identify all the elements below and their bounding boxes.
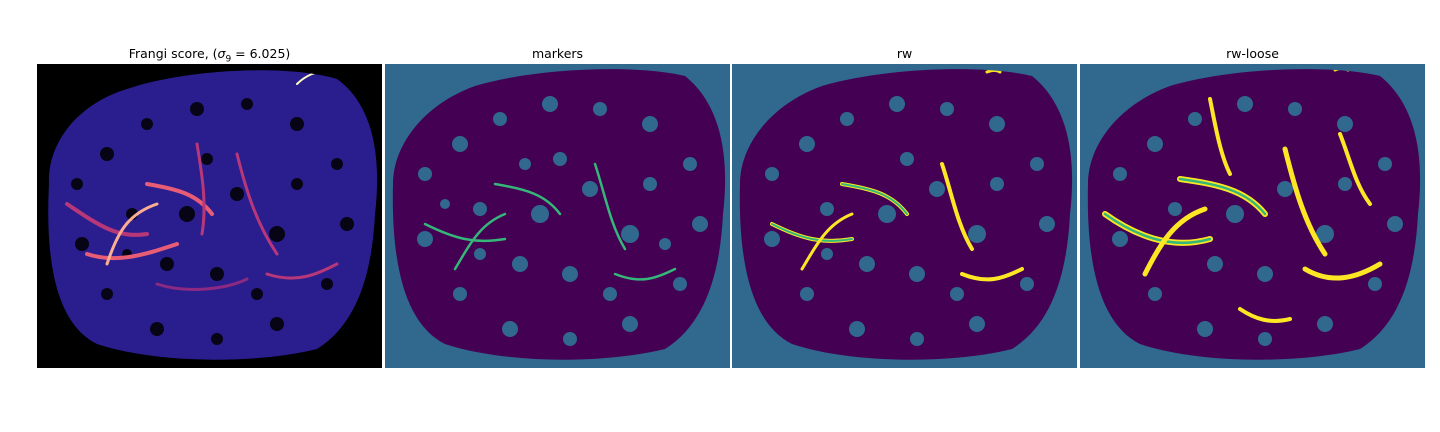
rw-image xyxy=(732,64,1077,368)
title-symbol: σ xyxy=(217,46,226,61)
panel-title-frangi: Frangi score, (σ9 = 6.025) xyxy=(37,46,382,65)
panel-title-rw-loose: rw-loose xyxy=(1226,46,1279,61)
panel-title-rw: rw xyxy=(896,46,913,61)
title-subscript: 9 xyxy=(225,54,232,65)
panel-title-markers: markers xyxy=(531,46,584,61)
markers-image xyxy=(385,64,730,368)
frangi-score-image xyxy=(37,64,382,368)
title-suffix: = 6.025) xyxy=(231,46,291,61)
title-prefix: Frangi score, ( xyxy=(128,46,218,61)
rw-loose-image xyxy=(1080,64,1425,368)
